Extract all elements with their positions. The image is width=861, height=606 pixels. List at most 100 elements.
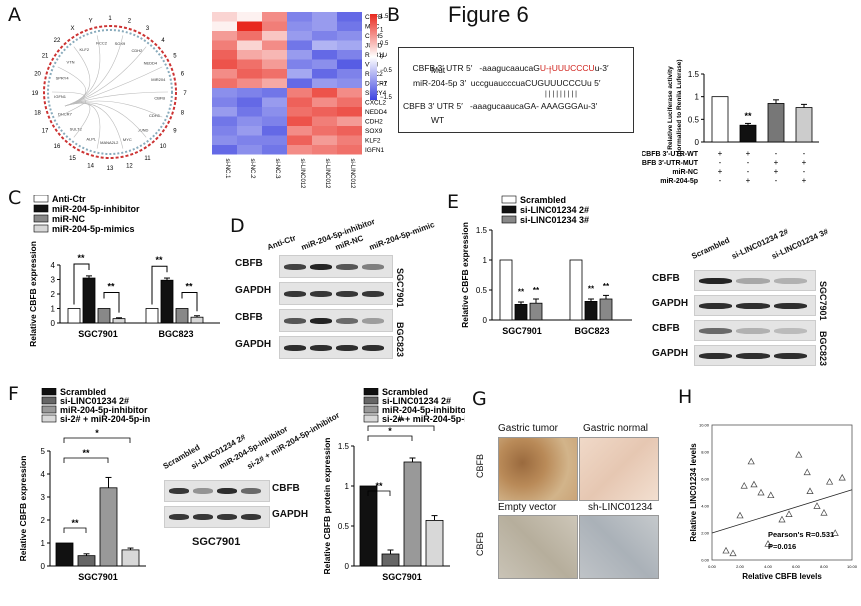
h-point bbox=[767, 491, 775, 499]
b-sig: ** bbox=[744, 111, 752, 121]
heatmap-cell bbox=[237, 12, 262, 22]
gene-label: CBFB bbox=[154, 95, 165, 100]
blot-band bbox=[193, 514, 213, 520]
chromosome-label: 17 bbox=[42, 129, 49, 135]
h-y-tick-label: 4.00 bbox=[701, 504, 710, 509]
f-y-label: Relative CBFB protein expression bbox=[322, 438, 332, 575]
heatmap-cell bbox=[312, 145, 337, 155]
e-sig: ** bbox=[603, 282, 610, 291]
b-row-sign: - bbox=[719, 158, 722, 167]
circos-link bbox=[57, 66, 86, 107]
blot-band bbox=[362, 290, 384, 297]
c-bar bbox=[145, 308, 159, 324]
f-sig: ** bbox=[71, 518, 79, 528]
heatmap-sample-label: si-NC.2 bbox=[249, 159, 255, 180]
e-y-tick-label: 1 bbox=[483, 256, 488, 265]
chromosome-label: 12 bbox=[126, 163, 133, 169]
h-point bbox=[813, 502, 821, 509]
c-legend-label: Anti-Ctr bbox=[52, 195, 86, 204]
heatmap-cell bbox=[262, 31, 287, 41]
b-row-sign: + bbox=[718, 167, 723, 176]
f-sig: ** bbox=[375, 481, 383, 491]
blot-row-label: GAPDH bbox=[652, 348, 689, 359]
f-y-tick-label: 4 bbox=[41, 470, 46, 479]
f-y-tick-label: 1 bbox=[41, 539, 46, 548]
blot-strip bbox=[694, 345, 816, 366]
heatmap-cell bbox=[212, 50, 237, 60]
f-group-label: SGC7901 bbox=[78, 572, 118, 582]
b-row-sign: - bbox=[719, 176, 722, 185]
heatmap-cell bbox=[262, 50, 287, 60]
blot-row-label: CBFB bbox=[235, 258, 263, 269]
f-legend-label: miR-204-5p-inhibitor bbox=[382, 405, 465, 415]
heatmap-cell bbox=[337, 116, 362, 126]
f-group-label: SGC7901 bbox=[382, 572, 422, 582]
heatmap-cell bbox=[262, 116, 287, 126]
blot-lane-label: miR-204-5p-mimic bbox=[367, 219, 436, 252]
heatmap-cell bbox=[237, 50, 262, 60]
c-bar bbox=[175, 308, 189, 324]
heatmap-cell bbox=[337, 21, 362, 31]
blot-band bbox=[241, 488, 261, 494]
gene-label: DHCR7 bbox=[58, 112, 73, 117]
b-y-label: (normalised to Renila Luferase) bbox=[676, 59, 683, 156]
heatmap-sample-label: si-NC.1 bbox=[224, 159, 230, 180]
e-bar bbox=[584, 301, 598, 321]
blot-strip bbox=[694, 270, 816, 291]
heatmap-cell bbox=[287, 40, 312, 50]
f-bar bbox=[99, 487, 118, 567]
chromosome-label: 21 bbox=[42, 54, 49, 60]
heatmap-cell bbox=[312, 88, 337, 98]
h-y-tick-label: 0.00 bbox=[701, 558, 710, 563]
e-group-label: SGC7901 bbox=[502, 326, 542, 336]
heatmap-cell bbox=[287, 145, 312, 155]
e-y-tick-label: 0 bbox=[483, 316, 488, 325]
blot-band bbox=[773, 327, 807, 334]
b-row-sign: + bbox=[746, 149, 751, 158]
f-legend-label: si-2# + miR-204-5p-in bbox=[382, 414, 465, 424]
heatmap-cell bbox=[237, 88, 262, 98]
f-y-tick-label: 5 bbox=[41, 447, 46, 456]
chromosome-label: 8 bbox=[181, 110, 185, 116]
blot-band bbox=[310, 263, 332, 270]
circos-link bbox=[64, 46, 147, 107]
heatmap-sample-label: si-LINC01234.3 bbox=[349, 159, 355, 189]
heatmap-cell bbox=[237, 69, 262, 79]
f-legend-swatch bbox=[41, 396, 57, 405]
c-legend-swatch bbox=[33, 204, 49, 213]
e-bar bbox=[569, 259, 583, 321]
c-legend-swatch bbox=[33, 214, 49, 223]
blot-band bbox=[362, 263, 384, 270]
b-row-sign: + bbox=[774, 158, 779, 167]
b-row-sign: - bbox=[747, 158, 750, 167]
h-point bbox=[795, 450, 803, 458]
chromosome-label: Y bbox=[89, 19, 93, 25]
c-bracket bbox=[103, 292, 120, 313]
b-row-sign: - bbox=[775, 176, 778, 185]
blot-band bbox=[736, 352, 770, 359]
heatmap-cell bbox=[262, 78, 287, 88]
h-x-tick-label: 2.00 bbox=[736, 564, 745, 569]
h-y-tick-label: 8.00 bbox=[701, 450, 710, 455]
b-row-sign: + bbox=[718, 149, 723, 158]
e-sig: ** bbox=[533, 286, 540, 295]
blot-strip bbox=[279, 309, 393, 332]
f-legend-swatch bbox=[363, 414, 379, 423]
blot-cell-label: BGC823 bbox=[395, 322, 405, 358]
e-sig: ** bbox=[518, 287, 525, 296]
blot-lane-label: Scrambled bbox=[690, 235, 732, 261]
pairing-bars: | | | | | | | | | bbox=[545, 91, 577, 98]
b-y-tick-label: 0.5 bbox=[688, 115, 700, 124]
ihc-image-empty bbox=[498, 515, 578, 579]
heatmap-cell bbox=[212, 135, 237, 145]
chromosome-label: 13 bbox=[107, 166, 114, 172]
heatmap-cell bbox=[287, 135, 312, 145]
c-legend-label: miR-NC bbox=[52, 214, 85, 224]
panel-label-b: B bbox=[387, 4, 401, 26]
blot-band bbox=[310, 317, 332, 324]
chromosome-label: 3 bbox=[146, 26, 150, 32]
mir-line: miR-204-5p 3′ uccguaucccuaCUGUUUCCCUu 5′ bbox=[413, 78, 601, 88]
b-y-tick-label: 0 bbox=[695, 138, 700, 147]
h-x-tick-label: 4.00 bbox=[764, 564, 773, 569]
ihc-row-label-2: CBFB bbox=[475, 531, 486, 557]
